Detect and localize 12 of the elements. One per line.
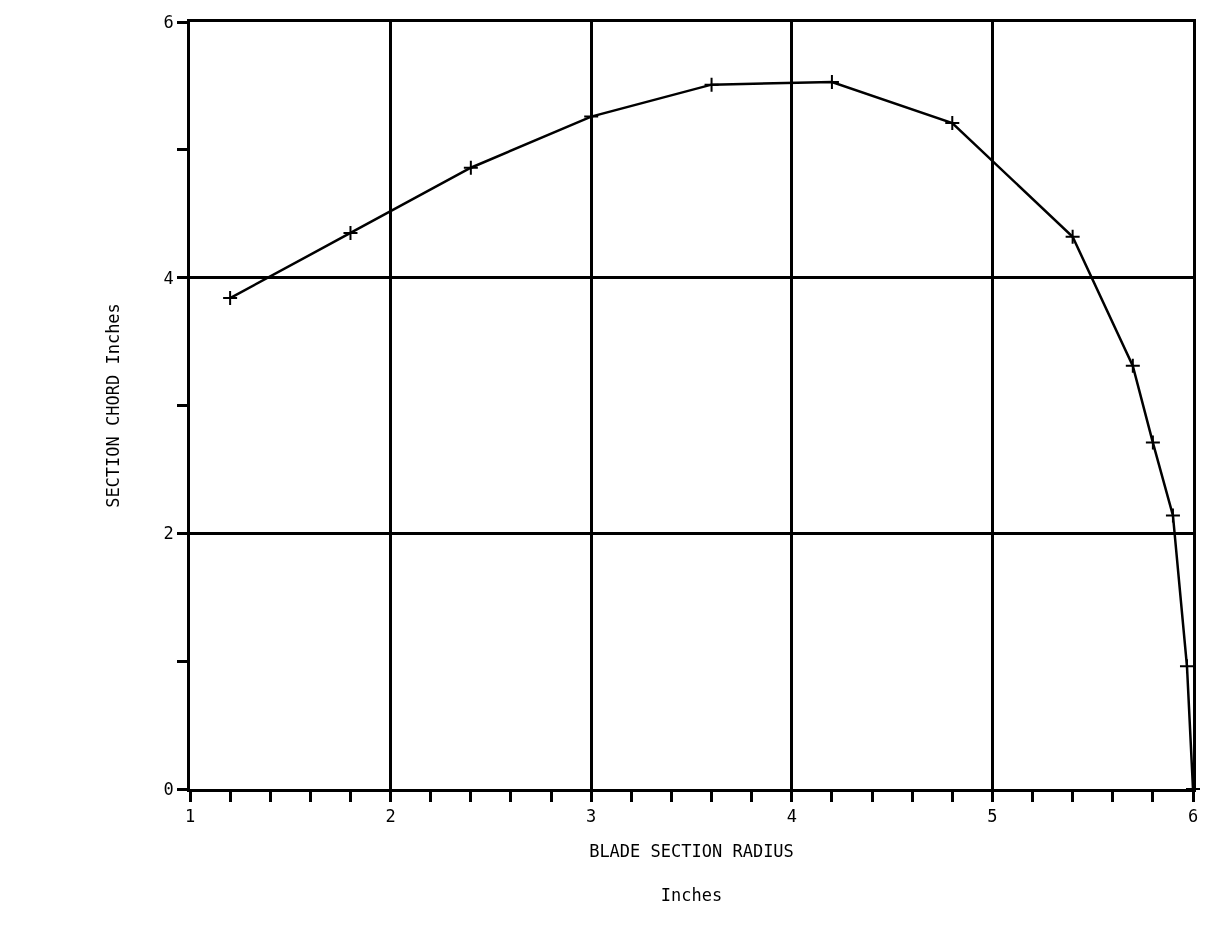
x-tick-label: 3 — [586, 806, 597, 827]
text: BLADE SECTION RADIUS Inches — [589, 840, 794, 905]
y-tick-label: 0 — [163, 778, 174, 799]
y-tick-label: 4 — [163, 267, 174, 288]
y-tick-label: 6 — [163, 11, 174, 32]
y-tick-label: 2 — [163, 523, 174, 544]
x-tick-label: 2 — [385, 806, 396, 827]
x-tick-label: 5 — [987, 806, 998, 827]
x-tick-label: 4 — [786, 806, 797, 827]
y-axis-title: SECTION CHORD Inches — [103, 303, 124, 508]
x-tick-label: 6 — [1187, 806, 1199, 827]
x-tick-label: 1 — [184, 806, 196, 827]
